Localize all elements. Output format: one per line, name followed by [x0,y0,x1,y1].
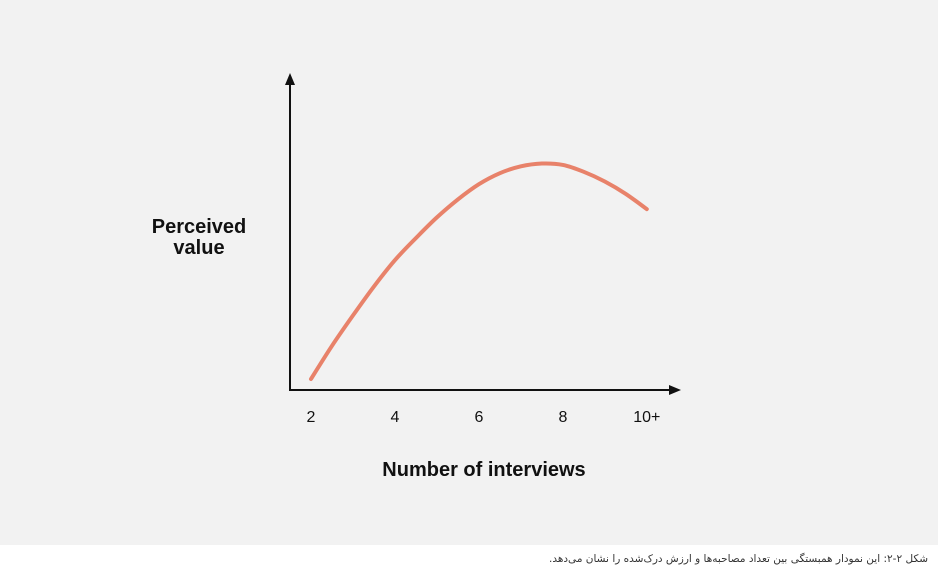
series-line [309,161,649,381]
y-axis-arrow [285,73,295,85]
chart: 2 4 6 8 10+ Perceived value Number of interv… [152,73,681,481]
x-axis-arrow [669,385,681,395]
x-tick-label: 4 [390,409,399,426]
axes [285,73,681,395]
x-tick-label: 2 [307,409,316,426]
x-tick-label: 10+ [633,409,660,426]
x-axis-label: Number of interviews [382,459,585,481]
chart-panel: 2 4 6 8 10+ Perceived value Number of interv… [0,0,938,545]
x-tick-label: 6 [474,409,483,426]
x-tick-labels: 2 4 6 8 10+ [307,409,661,426]
x-tick-label: 8 [558,409,567,426]
series [309,161,649,381]
y-axis-label-line-2: value [173,237,224,259]
figure-caption: شکل ۲-۲: این نمودار همبستگی بین تعداد مص… [549,553,928,565]
y-axis-label-line-1: Perceived [152,216,247,238]
